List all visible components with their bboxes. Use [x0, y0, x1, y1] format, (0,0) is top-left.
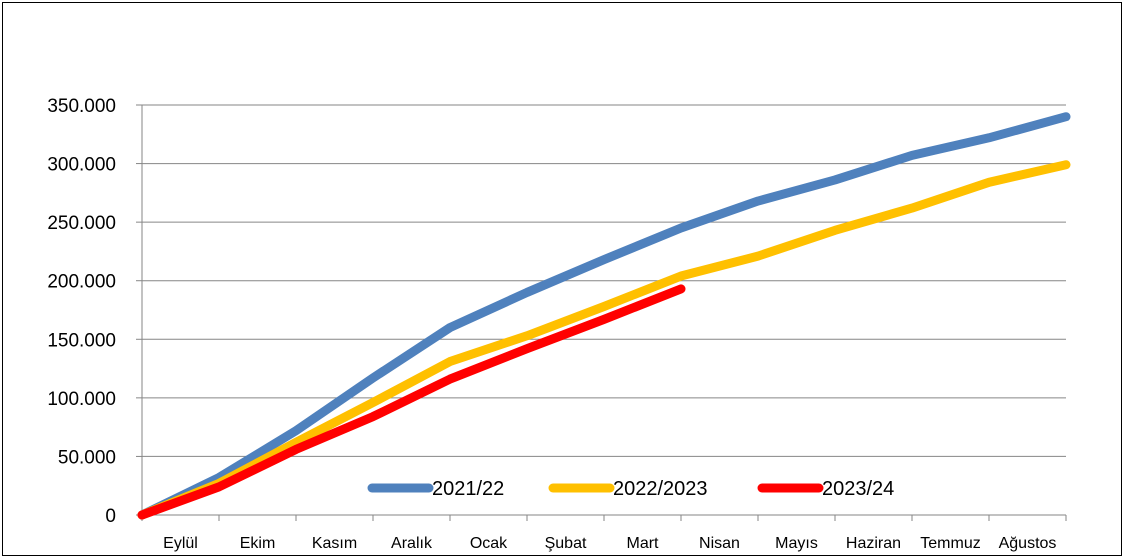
x-tick-label: Ekim [240, 535, 276, 552]
series-line-1 [137, 112, 1071, 520]
y-tick-label: 250.000 [47, 213, 116, 234]
x-tick-label: Mart [627, 535, 660, 552]
x-tick-label: Kasım [312, 535, 357, 552]
x-tick-label: Ocak [470, 535, 508, 552]
series-lines [137, 112, 1071, 520]
y-tick-label: 300.000 [47, 155, 116, 176]
y-tick-label: 50.000 [58, 447, 116, 468]
x-tick-label: Aralık [391, 535, 433, 552]
legend-label: 2021/22 [432, 478, 504, 500]
y-axis-ticks: 0 50.000 100.000 150.000 200.000 250.000 300.0… [47, 96, 142, 527]
legend: 2021/22 2022/2023 2023/24 [367, 478, 894, 500]
legend-label: 2022/2023 [613, 478, 708, 500]
x-tick-label: Ağustos [999, 535, 1057, 552]
x-tick-label: Haziran [846, 535, 901, 552]
y-tick-label: 200.000 [47, 272, 116, 293]
line-chart: 0 50.000 100.000 150.000 200.000 250.000 300.0… [47, 96, 1071, 552]
gridlines [142, 104, 1066, 457]
x-tick-label: Mayıs [775, 535, 818, 552]
series-line-3 [137, 284, 686, 520]
y-tick-label: 150.000 [47, 330, 116, 351]
y-tick-label: 100.000 [47, 389, 116, 410]
x-tick-label: Temmuz [920, 535, 980, 552]
series-line-2 [137, 160, 1071, 520]
x-tick-label: Eylül [163, 535, 198, 552]
x-axis-ticks: Eylül Ekim Kasım Aralık Ocak Şubat Mart Nisan Ma… [141, 515, 1067, 552]
y-tick-label: 0 [105, 506, 116, 527]
y-tick-label: 350.000 [47, 96, 116, 117]
legend-label: 2023/24 [822, 478, 894, 500]
x-tick-label: Şubat [545, 535, 587, 552]
x-tick-label: Nisan [699, 535, 740, 552]
